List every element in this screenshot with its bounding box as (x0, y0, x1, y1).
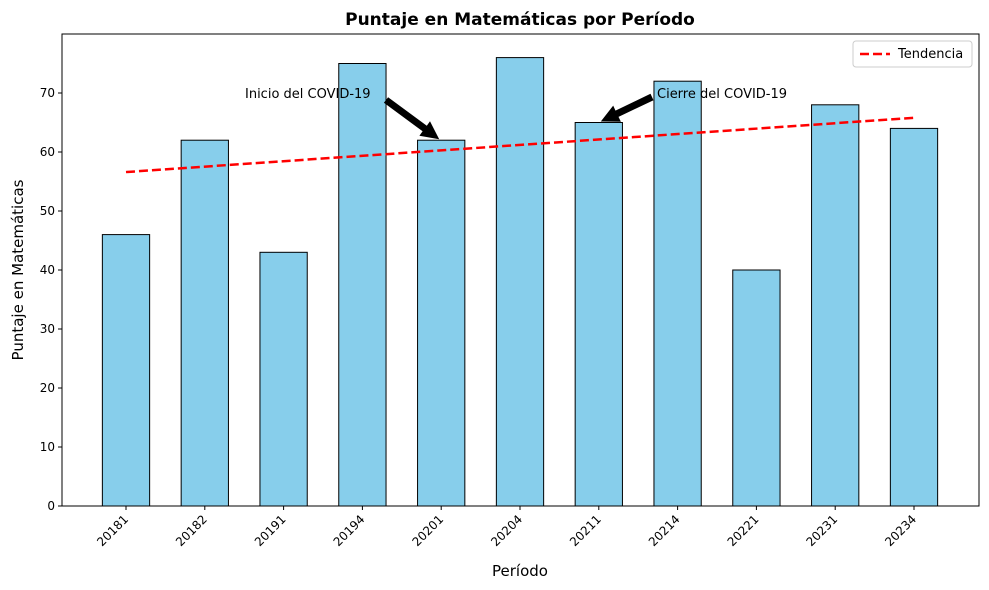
bar-20221 (732, 269, 781, 507)
x-tick-label: 20201 (409, 512, 446, 549)
x-tick-label: 20234 (882, 512, 919, 549)
annotation-inicio-arrow (383, 97, 440, 140)
y-tick-label: 10 (40, 440, 55, 454)
bar-20194 (338, 63, 387, 507)
x-tick-label: 20204 (488, 512, 525, 549)
y-tick-label: 60 (40, 145, 55, 159)
trend-line (125, 116, 915, 174)
bars-group (101, 57, 939, 507)
bar-20211 (574, 122, 623, 507)
bar-20191 (259, 251, 308, 507)
x-tick-label: 20214 (646, 512, 683, 549)
chart-title: Puntaje en Matemáticas por Período (345, 10, 695, 30)
x-tick-label: 20182 (173, 512, 210, 549)
y-tick-label: 50 (40, 204, 55, 218)
x-tick-label: 20194 (331, 512, 368, 549)
y-tick-label: 40 (40, 263, 55, 277)
x-tick-label: 20191 (252, 512, 289, 549)
bar-20182 (180, 139, 229, 507)
x-axis-label: Período (492, 562, 548, 580)
y-tick-label: 70 (40, 86, 55, 100)
y-axis-label: Puntaje en Matemáticas (9, 179, 27, 360)
y-tick-label: 0 (47, 499, 55, 513)
x-tick-label: 20221 (725, 512, 762, 549)
legend-box (852, 40, 973, 68)
annotation-cierre-text: Cierre del COVID-19 (657, 87, 787, 102)
x-tick-label: 20211 (567, 512, 604, 549)
y-tick-label: 20 (40, 381, 55, 395)
bar-20214 (653, 80, 702, 507)
y-tick-label: 30 (40, 322, 55, 336)
bar-20231 (811, 104, 860, 507)
x-tick-label: 20181 (94, 512, 131, 549)
bar-20181 (101, 234, 151, 507)
legend: Tendencia (852, 40, 973, 68)
annotation-cierre-arrow (600, 93, 654, 122)
bar-20204 (495, 57, 545, 507)
annotation-inicio-text: Inicio del COVID-19 (245, 87, 371, 102)
x-tick-label: 20231 (803, 512, 840, 549)
trend-group (125, 116, 915, 174)
annotations-group: Inicio del COVID-19 Cierre del COVID-19 (245, 87, 787, 140)
bar-20234 (889, 127, 939, 507)
legend-trend-label: Tendencia (897, 47, 963, 62)
bar-20201 (417, 139, 466, 507)
